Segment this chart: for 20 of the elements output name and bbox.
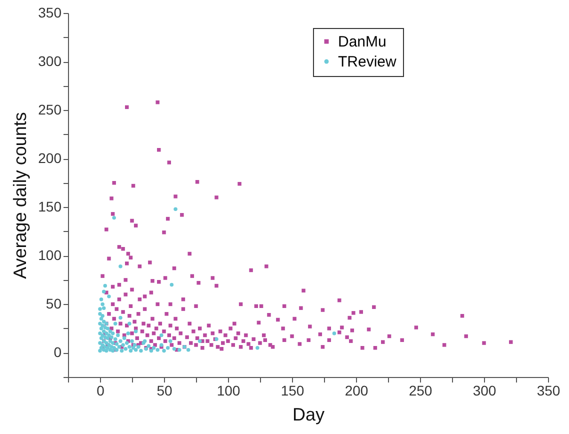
y-tick-label: 200: [38, 150, 62, 166]
x-tick-label: 200: [344, 382, 368, 398]
y-tick-label: 50: [46, 296, 62, 312]
x-tick-label: 150: [280, 382, 304, 398]
y-tick-label: 0: [54, 344, 62, 360]
y-tick-label: 100: [38, 247, 62, 264]
x-tick-label: 350: [536, 382, 560, 398]
x-tick-label: 0: [96, 382, 105, 398]
x-tick-label: 100: [216, 382, 240, 398]
x-tick-label: 300: [472, 382, 496, 398]
y-tick-label: 350: [38, 4, 62, 20]
x-tick-label: 50: [156, 382, 172, 398]
x-axis-title: Day: [292, 404, 325, 424]
y-tick-label: 300: [38, 53, 62, 70]
legend-label: TReview: [338, 54, 397, 70]
y-tick-label: 150: [38, 198, 62, 215]
legend-label: DanMu: [338, 34, 386, 50]
y-axis-title: Average daily counts: [10, 112, 30, 279]
y-tick-label: 250: [38, 102, 62, 118]
x-tick-label: 250: [408, 382, 432, 398]
